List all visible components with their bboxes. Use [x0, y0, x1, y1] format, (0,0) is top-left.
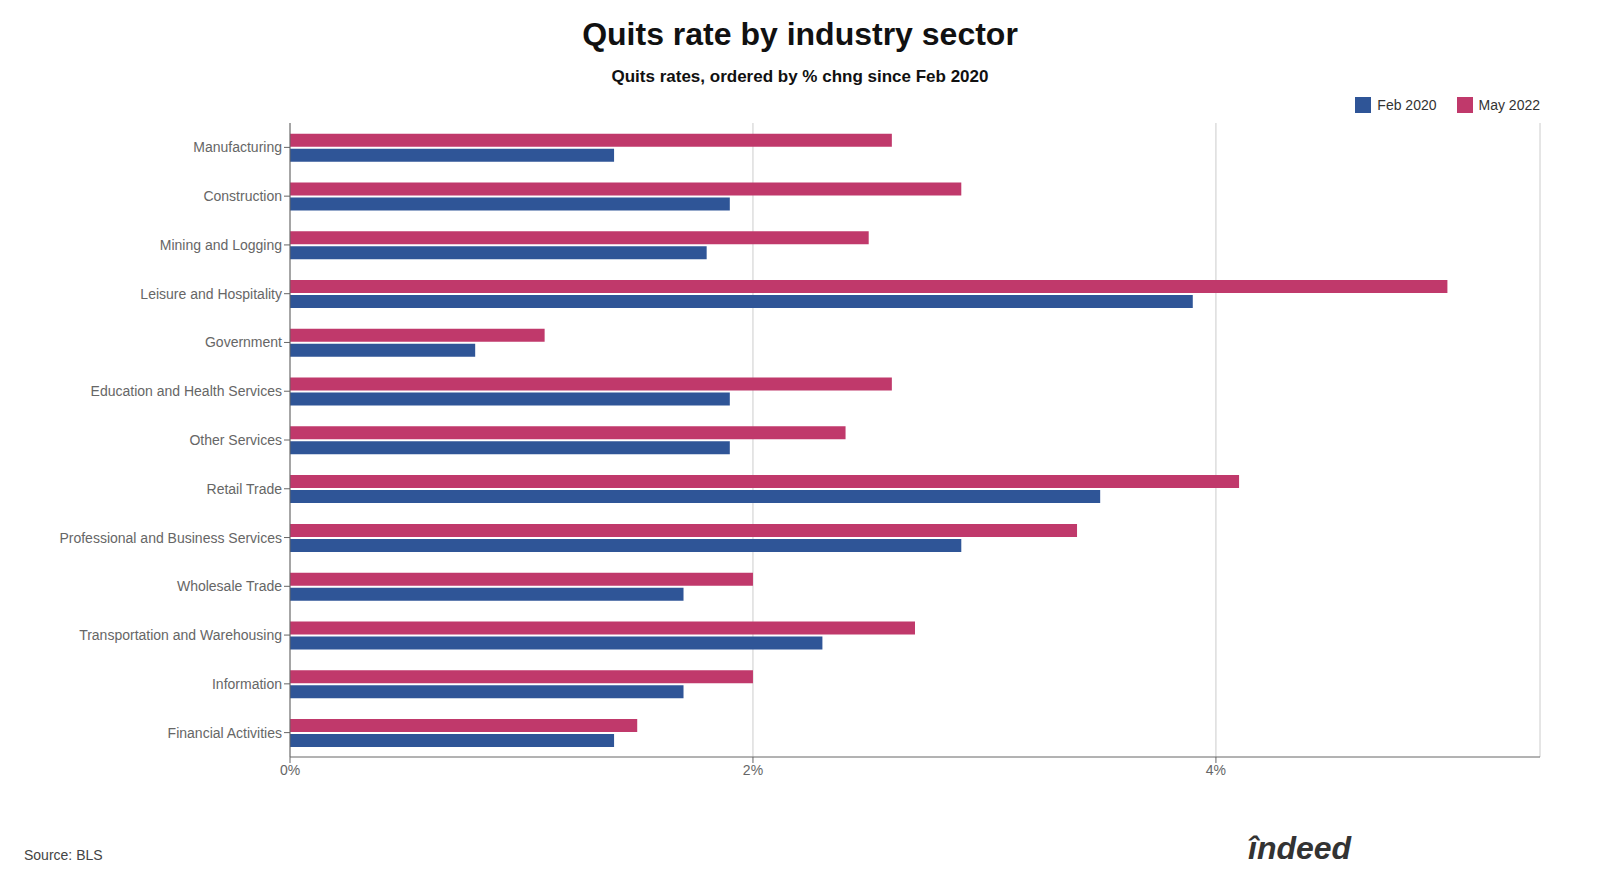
svg-text:Financial Activities: Financial Activities [168, 725, 282, 741]
html-text:îndeed: îndeed [1248, 830, 1352, 866]
html-text:Quits rates, ordered by % chng: Quits rates, ordered by % chng since Feb… [611, 67, 989, 86]
svg-text:Education and Health Services: Education and Health Services [91, 383, 282, 399]
html-text:Quits rate by industry sector: Quits rate by industry sector [582, 16, 1018, 52]
svg-text:Leisure and Hospitality: Leisure and Hospitality [140, 286, 282, 302]
svg-text:Mining and Logging: Mining and Logging [160, 237, 282, 253]
svg-text:Wholesale Trade: Wholesale Trade [177, 578, 282, 594]
svg-text:Government: Government [205, 334, 282, 350]
svg-text:Manufacturing: Manufacturing [193, 139, 282, 155]
svg-text:Transportation and Warehousing: Transportation and Warehousing [79, 627, 282, 643]
html-text:Feb 2020: Feb 2020 [1377, 97, 1437, 113]
svg-text:Professional and Business Serv: Professional and Business Services [59, 530, 282, 546]
svg-text:4%: 4% [1206, 762, 1226, 778]
svg-text:Information: Information [212, 676, 282, 692]
svg-text:2%: 2% [743, 762, 763, 778]
html-text:Source: BLS: Source: BLS [24, 847, 103, 863]
svg-text:Construction: Construction [203, 188, 282, 204]
svg-text:Other Services: Other Services [189, 432, 282, 448]
html-text:May 2022: May 2022 [1478, 97, 1540, 113]
svg-text:0%: 0% [280, 762, 300, 778]
svg-text:Retail Trade: Retail Trade [207, 481, 283, 497]
